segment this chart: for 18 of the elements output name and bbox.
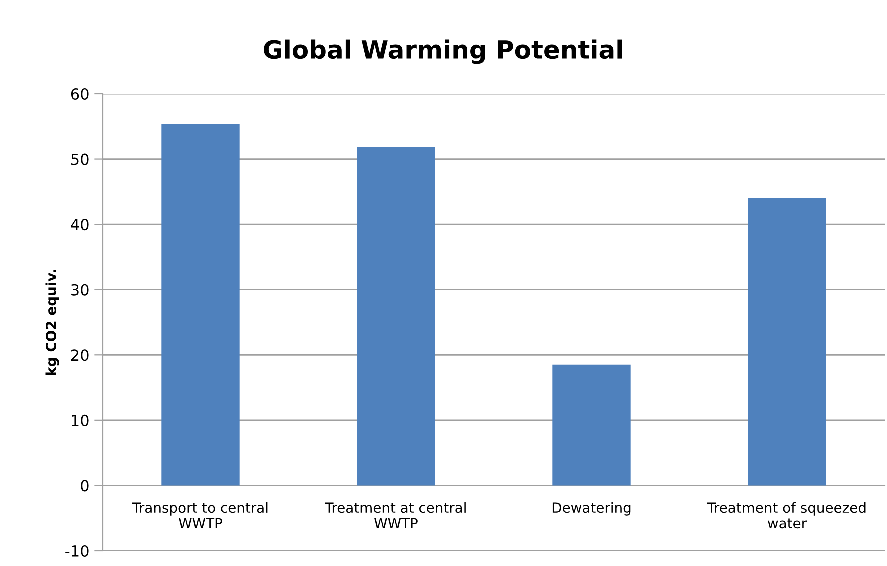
y-tick-label: 40: [71, 219, 89, 231]
bar: [552, 364, 631, 486]
y-tick-label: 30: [72, 284, 89, 296]
bar: [162, 124, 240, 486]
y-axis-title: kg CO2 equiv.: [46, 270, 60, 376]
y-tick-label: 0: [81, 480, 89, 492]
x-tick-label: Treatment at central WWTP: [325, 502, 466, 528]
x-tick-label: Transport to central WWTP: [132, 502, 268, 528]
x-tick-label: Treatment of squeezed water: [707, 502, 866, 529]
x-tick-label: Dewatering: [552, 502, 631, 516]
bar: [748, 198, 826, 486]
y-tick-label: 20: [71, 350, 89, 362]
y-tick-label: 60: [71, 88, 89, 100]
bar: [357, 148, 436, 486]
y-tick-label: 50: [72, 154, 89, 166]
y-tick-label: -10: [66, 545, 89, 558]
chart-title: Global Warming Potential: [264, 40, 622, 64]
y-tick-label: 10: [72, 414, 89, 426]
